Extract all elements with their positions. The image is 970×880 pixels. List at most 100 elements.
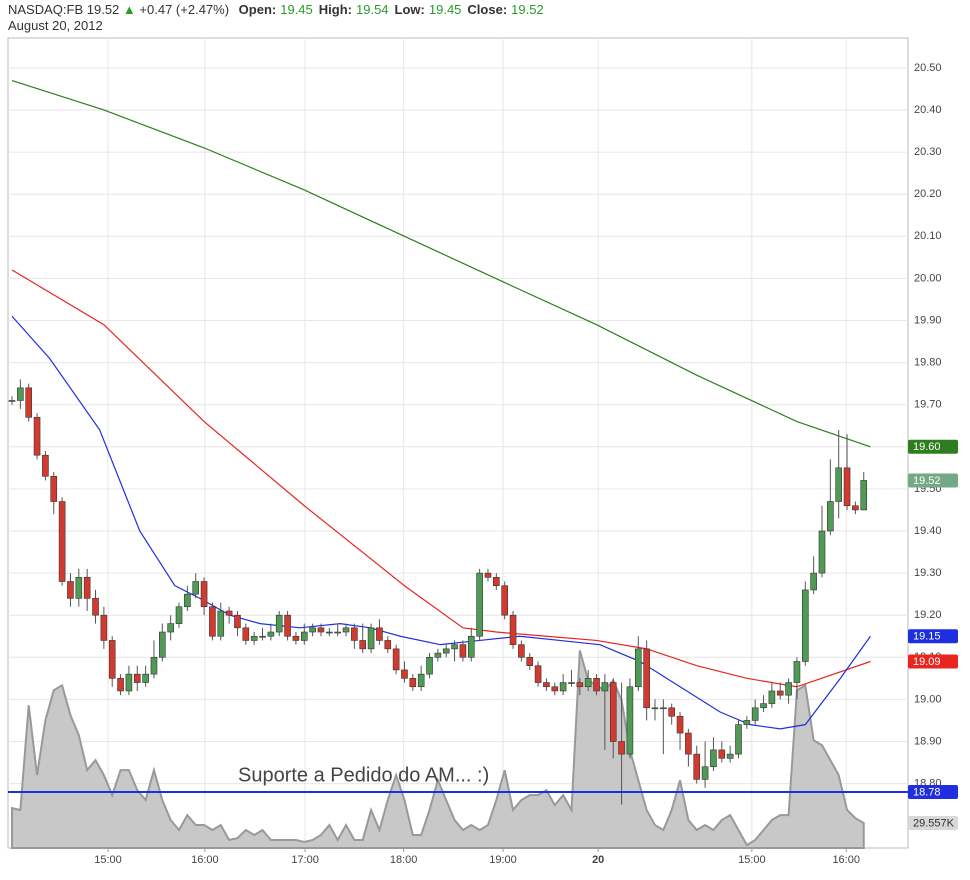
candle-body bbox=[67, 581, 74, 599]
price-tag bbox=[908, 629, 958, 644]
candle-body bbox=[209, 606, 216, 637]
candle-body bbox=[693, 753, 701, 780]
x-tick-label: 16:00 bbox=[191, 854, 219, 866]
symbol: NASDAQ:FB bbox=[8, 2, 84, 17]
candle-body bbox=[835, 467, 842, 502]
candle-body bbox=[685, 732, 692, 755]
candle-body bbox=[192, 581, 200, 595]
candle-body bbox=[50, 475, 58, 502]
candle-body bbox=[384, 640, 392, 650]
candle-body bbox=[484, 572, 492, 578]
candle-body bbox=[534, 665, 542, 683]
candle-body bbox=[200, 581, 208, 608]
y-tick-label: 20.20 bbox=[914, 188, 942, 200]
quote-fields: Open: 19.45 High: 19.54 Low: 19.45 Close: 19.52 bbox=[233, 2, 544, 17]
candle-body bbox=[735, 724, 742, 755]
x-tick-label: 20 bbox=[592, 854, 604, 866]
candle-body bbox=[267, 631, 275, 637]
candle-body bbox=[476, 572, 483, 637]
candle-body bbox=[801, 589, 809, 662]
candle-body bbox=[710, 749, 717, 768]
candle-body bbox=[768, 690, 776, 704]
y-tick-label: 20.10 bbox=[914, 230, 942, 242]
candle-body bbox=[743, 720, 751, 725]
price-tag bbox=[908, 439, 958, 454]
price-tag-label: 19.15 bbox=[913, 631, 941, 643]
candle-body bbox=[818, 530, 826, 574]
candle-body bbox=[601, 682, 609, 692]
candle-body bbox=[843, 467, 851, 507]
x-tick-label: 17:00 bbox=[291, 854, 319, 866]
candle-body bbox=[559, 682, 567, 692]
quote-value: 19.45 bbox=[280, 2, 313, 17]
candle-body bbox=[568, 682, 575, 684]
x-tick-label: 19:00 bbox=[489, 854, 517, 866]
candle-body bbox=[451, 644, 458, 650]
candle-body bbox=[501, 585, 508, 616]
candle-body bbox=[643, 648, 650, 709]
price-tag bbox=[908, 816, 958, 831]
candle-body bbox=[367, 627, 375, 650]
y-tick-label: 19.40 bbox=[914, 525, 942, 537]
candle-body bbox=[326, 631, 333, 634]
candle-body bbox=[751, 707, 759, 721]
annotation: Suporte a Pedido do AM... :) bbox=[238, 764, 489, 786]
candle-body bbox=[33, 417, 41, 456]
candle-body bbox=[92, 598, 99, 616]
candle-body bbox=[133, 673, 141, 683]
quote-label: High: bbox=[318, 2, 352, 17]
header: NASDAQ:FB 19.52 ▲ +0.47 (+2.47%) Open: 19… bbox=[8, 2, 544, 34]
candle-body bbox=[392, 648, 400, 671]
candle-body bbox=[426, 656, 433, 675]
candle-body bbox=[526, 656, 534, 667]
candle-body bbox=[509, 614, 517, 645]
y-tick-label: 19.30 bbox=[914, 567, 942, 579]
candle-body bbox=[184, 593, 191, 608]
candle-body bbox=[793, 661, 801, 683]
grid bbox=[8, 38, 908, 848]
y-tick-label: 18.90 bbox=[914, 735, 942, 747]
quote-label: Low: bbox=[394, 2, 425, 17]
x-tick-label: 16:00 bbox=[832, 854, 860, 866]
quote-line: NASDAQ:FB 19.52 ▲ +0.47 (+2.47%) Open: 19… bbox=[8, 2, 544, 18]
candle-body bbox=[8, 400, 16, 402]
candle-body bbox=[593, 678, 600, 692]
quote-value: 19.54 bbox=[356, 2, 389, 17]
candle-body bbox=[442, 648, 450, 654]
moving-average bbox=[11, 269, 871, 688]
candle-body bbox=[860, 480, 868, 511]
candle-body bbox=[660, 707, 667, 710]
date: August 20, 2012 bbox=[8, 18, 103, 33]
candle-body bbox=[25, 387, 33, 418]
candle-body bbox=[634, 648, 642, 688]
price-tag-label: 19.09 bbox=[913, 656, 941, 668]
quote-value: 19.52 bbox=[511, 2, 544, 17]
candle-body bbox=[317, 627, 325, 633]
candle-body bbox=[167, 623, 174, 633]
candle-body bbox=[518, 644, 525, 658]
candle-body bbox=[467, 635, 475, 658]
y-tick-label: 19.80 bbox=[914, 356, 942, 368]
candle-body bbox=[760, 703, 767, 709]
moving-average bbox=[11, 315, 871, 730]
candle-body bbox=[543, 682, 550, 688]
candle-body bbox=[401, 669, 408, 679]
candle-body bbox=[175, 606, 183, 624]
candle-body bbox=[142, 673, 149, 683]
last-price: 19.52 bbox=[86, 2, 120, 17]
y-tick-label: 19.20 bbox=[914, 609, 942, 621]
candle-body bbox=[334, 631, 341, 634]
candle-body bbox=[225, 610, 233, 616]
candle-body bbox=[108, 640, 116, 679]
y-tick-label: 20.50 bbox=[914, 62, 942, 74]
moving-average bbox=[11, 79, 871, 448]
y-tick-label: 19.00 bbox=[914, 693, 942, 705]
up-arrow: ▲ bbox=[122, 2, 136, 17]
candle-body bbox=[159, 631, 166, 658]
candle-body bbox=[651, 707, 659, 710]
candle-body bbox=[668, 707, 675, 717]
candle-body bbox=[618, 741, 625, 755]
candle-body bbox=[284, 614, 291, 637]
candle-body bbox=[250, 635, 258, 641]
